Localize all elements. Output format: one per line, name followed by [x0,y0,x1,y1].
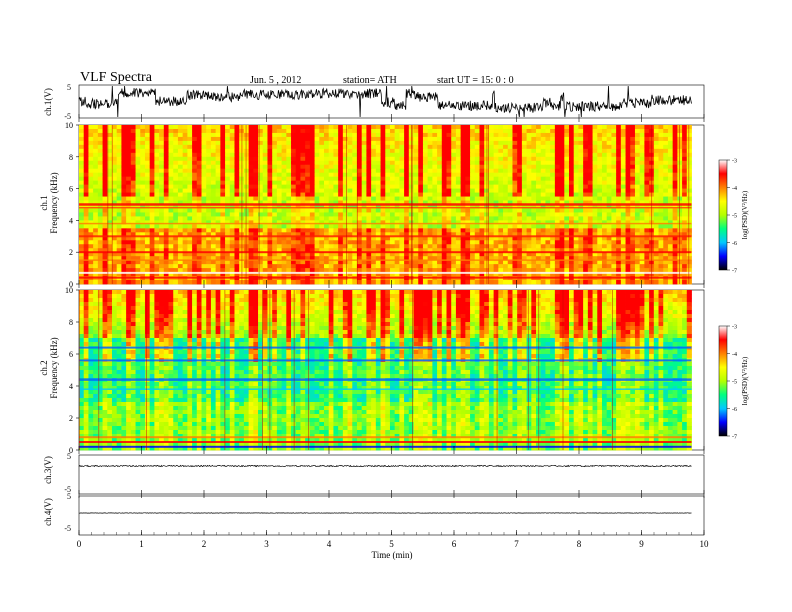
ch1-ytick-bottom: -5 [64,112,71,121]
panel-frame [78,495,705,536]
ch2-spectrogram-image [79,290,692,451]
time-axis-label: Time (min) [372,550,413,560]
freq-tick-label: 10 [65,121,73,130]
time-tick-label: 5 [389,539,394,549]
colorbar-tick-label: -3 [732,159,737,165]
freq-tick-label: 6 [69,185,73,194]
colorbar-tick-label: -4 [732,186,737,192]
time-tick-label: 2 [202,539,207,549]
time-tick-label: 1 [139,539,144,549]
time-tick-label: 10 [700,539,710,549]
ch2-spectrogram-panel: 0 2 4 6 8 10 ch.2 Frequency (kHz) [39,286,692,455]
ch3-volt-label: ch.3(V) [43,456,53,484]
chart-title: VLF Spectra [80,70,152,85]
ch3-ytick-bottom: -5 [64,485,71,494]
freq-tick-label: 4 [69,382,73,391]
time-tick-label: 3 [264,539,269,549]
ch1-freq-label: Frequency (kHz) [49,172,59,233]
ch4-volt-label: ch.4(V) [43,498,53,526]
ch1-spectrogram-image [79,125,692,285]
ch1-waveform-line [78,85,692,118]
freq-tick-label: 2 [69,414,73,423]
ch2-label: ch.2 [39,360,49,375]
time-tick-label: 4 [327,539,332,549]
freq-tick-label: 6 [69,350,73,359]
time-tick-label: 8 [577,539,582,549]
ch1-colorbar: -3 -4 -5 -6 -7 log(PSD)(V²/Hz) [718,159,749,275]
ch2-colorbar-label: log(PSD)(V²/Hz) [741,356,749,405]
colorbar-tick-label: -6 [732,241,737,247]
ch1-label: ch.1 [39,195,49,210]
ch4-waveform-panel: 5 -5 ch.4(V) [43,492,692,533]
colorbar-tick-label: -6 [732,407,737,413]
ch3-waveform-panel: 5 -5 ch.3(V) [43,452,692,494]
ch4-ytick-top: 5 [67,492,71,501]
time-axis: 0 1 2 3 4 5 6 7 8 9 10 [77,114,709,549]
start-time-label: start UT = 15: 0 : 0 [437,75,514,86]
freq-tick-label: 0 [69,280,73,289]
ch2-freq-label: Frequency (kHz) [49,337,59,398]
freq-tick-label: 4 [69,216,73,225]
colorbar-tick-label: -7 [732,435,737,441]
time-tick-label: 7 [514,539,519,549]
time-tick-label: 0 [77,539,82,549]
time-tick-label: 9 [639,539,644,549]
time-tick-label: 6 [452,539,457,549]
freq-tick-label: 2 [69,248,73,257]
colorbar-tick-label: -3 [732,325,737,331]
ch1-colorbar-label: log(PSD)(V²/Hz) [741,190,749,239]
ch1-colorbar-gradient [718,159,728,271]
freq-tick-label: 8 [69,153,73,162]
colorbar-tick-label: -7 [732,269,737,275]
date-label: Jun. 5 , 2012 [250,75,302,86]
ch3-waveform-line [78,464,692,468]
ch1-volt-label: ch.1(V) [43,88,53,116]
colorbar-tick-label: -4 [732,352,737,358]
freq-tick-label: 10 [65,286,73,295]
ch1-spectrogram-panel: 0 2 4 6 8 10 ch.1 Frequency (kHz) [39,121,692,289]
panel-frame [78,454,705,495]
freq-tick-label: 8 [69,318,73,327]
ch1-ytick-top: 5 [67,83,71,92]
colorbar-tick-label: -5 [732,380,737,386]
ch1-waveform-panel: 5 -5 ch.1(V) [43,83,692,121]
station-label: station= ATH [343,75,397,86]
colorbar-tick-label: -5 [732,214,737,220]
ch2-colorbar-gradient [718,325,728,437]
freq-tick-label: 0 [69,446,73,455]
ch4-ytick-bottom: -5 [64,524,71,533]
ch3-ytick-top: 5 [67,452,71,461]
ch2-colorbar: -3 -4 -5 -6 -7 log(PSD)(V²/Hz) [718,325,749,441]
